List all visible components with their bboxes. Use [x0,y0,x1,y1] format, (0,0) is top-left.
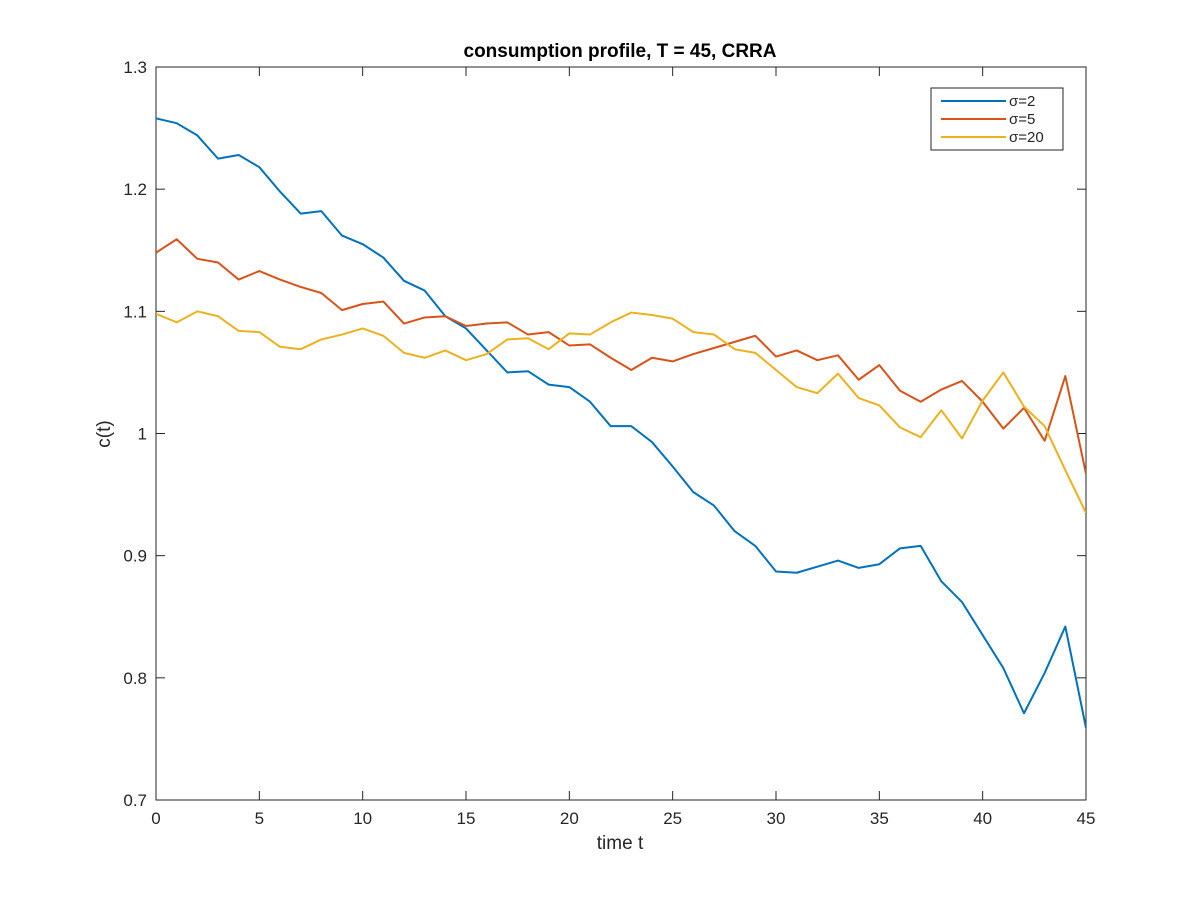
legend-entry-label: σ=2 [1009,93,1035,110]
y-tick-label: 0.8 [123,669,147,688]
x-tick-label: 45 [1077,809,1096,828]
y-tick-label: 1 [138,425,147,444]
x-tick-label: 25 [663,809,682,828]
series-line-3 [156,310,1086,514]
y-axis-label: c(t) [94,420,115,447]
legend-entry-label: σ=5 [1009,111,1035,128]
legend: σ=2σ=5σ=20 [930,87,1064,151]
y-tick-label: 0.7 [123,791,147,810]
chart-title: consumption profile, T = 45, CRRA [464,41,777,62]
x-tick-label: 40 [973,809,992,828]
x-tick-label: 0 [151,809,160,828]
y-tick-label: 0.9 [123,547,147,566]
x-tick-label: 10 [353,809,372,828]
x-tick-label: 30 [767,809,786,828]
x-tick-label: 20 [560,809,579,828]
x-axis-label: time t [597,833,644,854]
y-tick-label: 1.2 [123,180,147,199]
plot-area: 0 5 10 15 20 25 30 35 40 45 0.7 0.8 0.9 1 1.1 1.2 1.3 [123,58,1095,828]
y-tick-label: 1.1 [123,302,147,321]
x-tick-label: 15 [457,809,476,828]
x-tick-label: 35 [870,809,889,828]
series-line-2 [156,238,1086,475]
series-line-1 [156,117,1086,729]
y-tick-label: 1.3 [123,58,147,77]
x-tick-label: 5 [255,809,264,828]
legend-entry-label: σ=20 [1009,129,1044,146]
